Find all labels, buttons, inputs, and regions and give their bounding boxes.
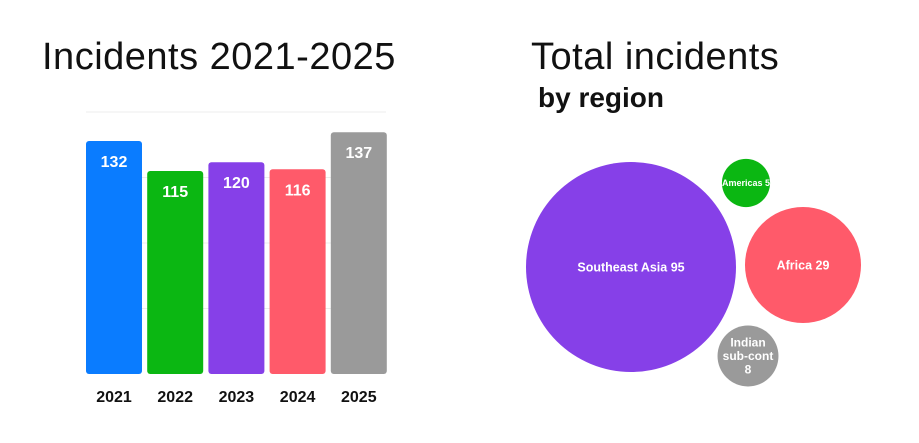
bar-value-label-2025: 137 xyxy=(345,145,372,162)
bubble-indian-sub-cont xyxy=(717,325,779,387)
bar-2024 xyxy=(269,169,326,374)
x-tick-label-2024: 2024 xyxy=(280,389,316,406)
x-tick-label-2023: 2023 xyxy=(219,389,255,406)
bubble-label-indian-sub-cont: Indian sub-cont 8 xyxy=(723,336,774,377)
x-tick-label-2025: 2025 xyxy=(341,389,377,406)
bubble-africa xyxy=(744,206,862,324)
bar-value-label-2021: 132 xyxy=(101,154,128,171)
bar-value-label-2023: 120 xyxy=(223,175,250,192)
bubble-chart: Southeast Asia 95 Americas 5 Africa 29 Indi… xyxy=(526,158,862,387)
x-tick-label-2022: 2022 xyxy=(157,389,193,406)
bar-value-label-2024: 116 xyxy=(285,182,311,199)
bar-2025 xyxy=(330,132,387,374)
bubble-americas xyxy=(721,158,771,208)
bubble-label-americas: Americas 5 xyxy=(722,178,770,188)
bar-chart-bars: 132 2021 115 2022 120 2023 116 2024 137 2025 xyxy=(86,132,387,406)
bubble-southeast-asia xyxy=(526,162,736,372)
bar-2023 xyxy=(208,162,265,374)
bar-2022 xyxy=(147,171,204,374)
bubble-label-africa: Africa 29 xyxy=(777,258,830,272)
bar-chart-title: Incidents 2021-2025 xyxy=(42,36,396,78)
bar-2021 xyxy=(86,141,142,374)
bubble-chart-title: Total incidents xyxy=(531,36,780,78)
bubble-label-southeast-asia: Southeast Asia 95 xyxy=(577,260,684,274)
bar-value-label-2022: 115 xyxy=(162,184,188,201)
bubble-chart-subtitle: by region xyxy=(538,82,665,113)
x-tick-label-2021: 2021 xyxy=(96,389,132,406)
